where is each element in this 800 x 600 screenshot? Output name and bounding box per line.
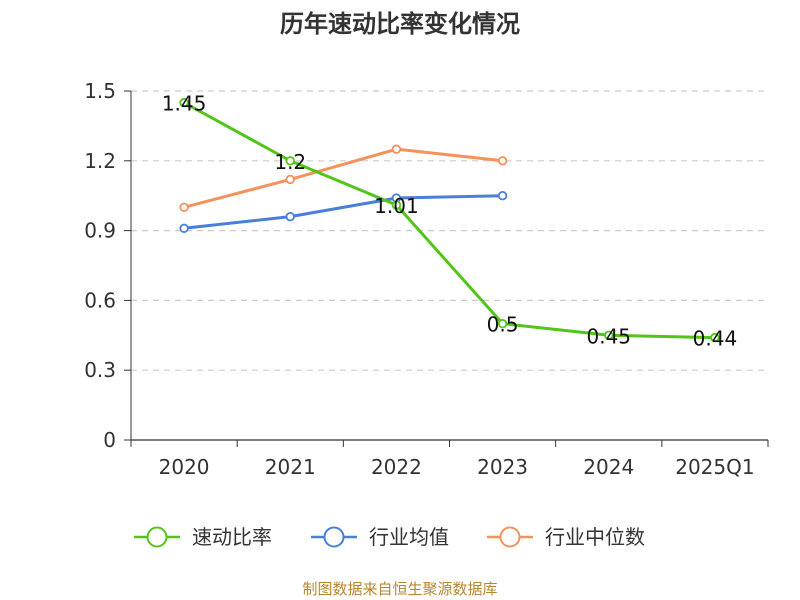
legend-label-0: 速动比率: [192, 525, 272, 549]
data-label-2021: 1.2: [274, 150, 306, 174]
legend-item-2[interactable]: 行业中位数: [487, 525, 645, 549]
data-label-2023: 0.5: [487, 313, 519, 337]
x-tick-label-2022: 2022: [371, 455, 422, 479]
y-tick-label-0.9: 0.9: [84, 219, 116, 243]
legend-item-1[interactable]: 行业均值: [311, 525, 449, 549]
point-s0-2023: [497, 318, 508, 329]
x-tick-label-2021: 2021: [265, 455, 316, 479]
y-tick-label-1.5: 1.5: [84, 79, 116, 103]
series-line-1: [183, 194, 503, 230]
data-labels: 1.45 1.2 1.01 0.5 0.45 0.44: [162, 92, 737, 351]
y-tick-label-1.2: 1.2: [84, 149, 116, 173]
legend-label-1: 行业均值: [369, 525, 449, 549]
series-group: [179, 97, 720, 343]
point-s0-2022: [391, 200, 402, 210]
data-label-2022: 1.01: [374, 194, 419, 218]
axes: 0 0.3 0.6 0.9 1.2 1.5 2020 2021 2022 2023 2024 2025…: [84, 79, 769, 479]
source-note: 制图数据来自恒生聚源数据库: [302, 580, 497, 598]
point-s2-2020: [179, 202, 189, 213]
data-label-2025Q1: 0.44: [693, 327, 738, 351]
point-s0-2025Q1: [710, 332, 720, 343]
point-s0-2020: [179, 97, 189, 108]
series-line-2: [183, 147, 503, 209]
legend[interactable]: 速动比率 行业均值 行业中位数: [134, 525, 645, 549]
legend-item-0[interactable]: 速动比率: [134, 525, 272, 549]
point-s1-2021: [285, 211, 295, 222]
chart-title: 历年速动比率变化情况: [280, 10, 520, 38]
y-tick-label-0.3: 0.3: [84, 358, 116, 382]
x-tick-label-2023: 2023: [477, 455, 528, 479]
point-s1-2023: [497, 190, 508, 201]
point-s0-2021: [285, 156, 295, 166]
point-s2-2022: [391, 144, 402, 154]
point-s1-2020: [179, 223, 189, 233]
data-label-2020: 1.45: [162, 92, 207, 116]
legend-marker-2: [499, 526, 521, 548]
series-line-0: [183, 101, 715, 340]
x-tick-label-2025Q1: 2025Q1: [675, 455, 754, 479]
grid-lines: [131, 90, 768, 371]
point-s2-2021: [285, 174, 295, 185]
data-label-2024: 0.45: [586, 324, 631, 348]
y-tick-label-0.6: 0.6: [84, 288, 116, 312]
point-s2-2023: [497, 156, 508, 166]
legend-marker-1: [323, 526, 345, 548]
x-tick-label-2024: 2024: [583, 455, 634, 479]
x-tick-label-2020: 2020: [159, 455, 210, 479]
y-tick-label-0: 0: [103, 428, 116, 452]
legend-label-2: 行业中位数: [545, 525, 645, 549]
legend-marker-0: [146, 526, 168, 548]
point-s0-2024: [604, 330, 614, 340]
